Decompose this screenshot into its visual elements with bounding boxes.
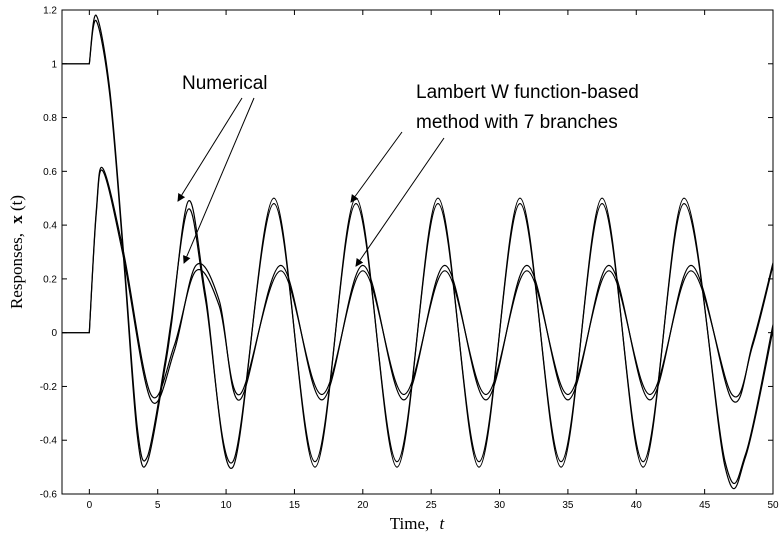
x-tick-label: 30 [494, 500, 506, 511]
arrow-lambert-upper [350, 131, 403, 203]
y-tick-label: -0.2 [40, 382, 58, 393]
x-axis-title-var: t [440, 514, 446, 533]
annotation-lambert-line2: method with 7 branches [416, 112, 618, 133]
x-tick-label: 15 [289, 500, 301, 511]
x-tick-label: 50 [767, 500, 779, 511]
annotation-numerical: Numerical [182, 73, 268, 94]
y-axis-title: Responses, x (t) [7, 195, 26, 309]
annotation-arrows [177, 97, 445, 267]
annotation-lambert-line1: Lambert W function-based [416, 82, 639, 103]
y-axis-title-text: Responses, [7, 233, 26, 309]
y-tick-label: 0.4 [43, 221, 57, 232]
series-line-4 [62, 169, 774, 404]
x-tick-label: 10 [221, 500, 233, 511]
x-tick-label: 5 [155, 500, 161, 511]
y-tick-label: -0.4 [40, 436, 58, 447]
series-line-1 [61, 14, 774, 485]
y-tick-label: 0.8 [43, 113, 57, 124]
arrow-numerical-upper [177, 97, 243, 202]
x-tick-label: 0 [87, 500, 93, 511]
arrow-numerical-lower [183, 97, 255, 264]
y-axis-title-var: x [7, 215, 26, 224]
x-tick-label: 35 [562, 500, 574, 511]
x-tick-label: 20 [357, 500, 369, 511]
y-tick-label: -0.6 [40, 490, 58, 501]
x-axis-ticks: 0 5 10 15 20 25 30 35 40 45 50 [87, 10, 779, 511]
series-lines [61, 14, 774, 490]
y-tick-label: 1 [51, 59, 57, 70]
x-tick-label: 25 [426, 500, 438, 511]
y-axis-title-arg: (t) [7, 195, 26, 211]
x-tick-label: 40 [631, 500, 643, 511]
x-axis-title: Time, t [390, 514, 446, 533]
series-line-3 [62, 166, 774, 399]
y-tick-label: 0 [51, 328, 57, 339]
y-tick-label: 1.2 [43, 6, 57, 17]
x-axis-title-text: Time, [390, 514, 430, 533]
y-axis-ticks: -0.6 -0.4 -0.2 0 0.2 0.4 0.6 0.8 1 1.2 [40, 6, 773, 501]
series-line-2 [61, 20, 774, 490]
plot-frame [61, 9, 774, 495]
arrow-lambert-lower [355, 137, 445, 267]
y-tick-label: 0.6 [43, 167, 57, 178]
y-tick-label: 0.2 [43, 274, 57, 285]
x-tick-label: 45 [699, 500, 711, 511]
